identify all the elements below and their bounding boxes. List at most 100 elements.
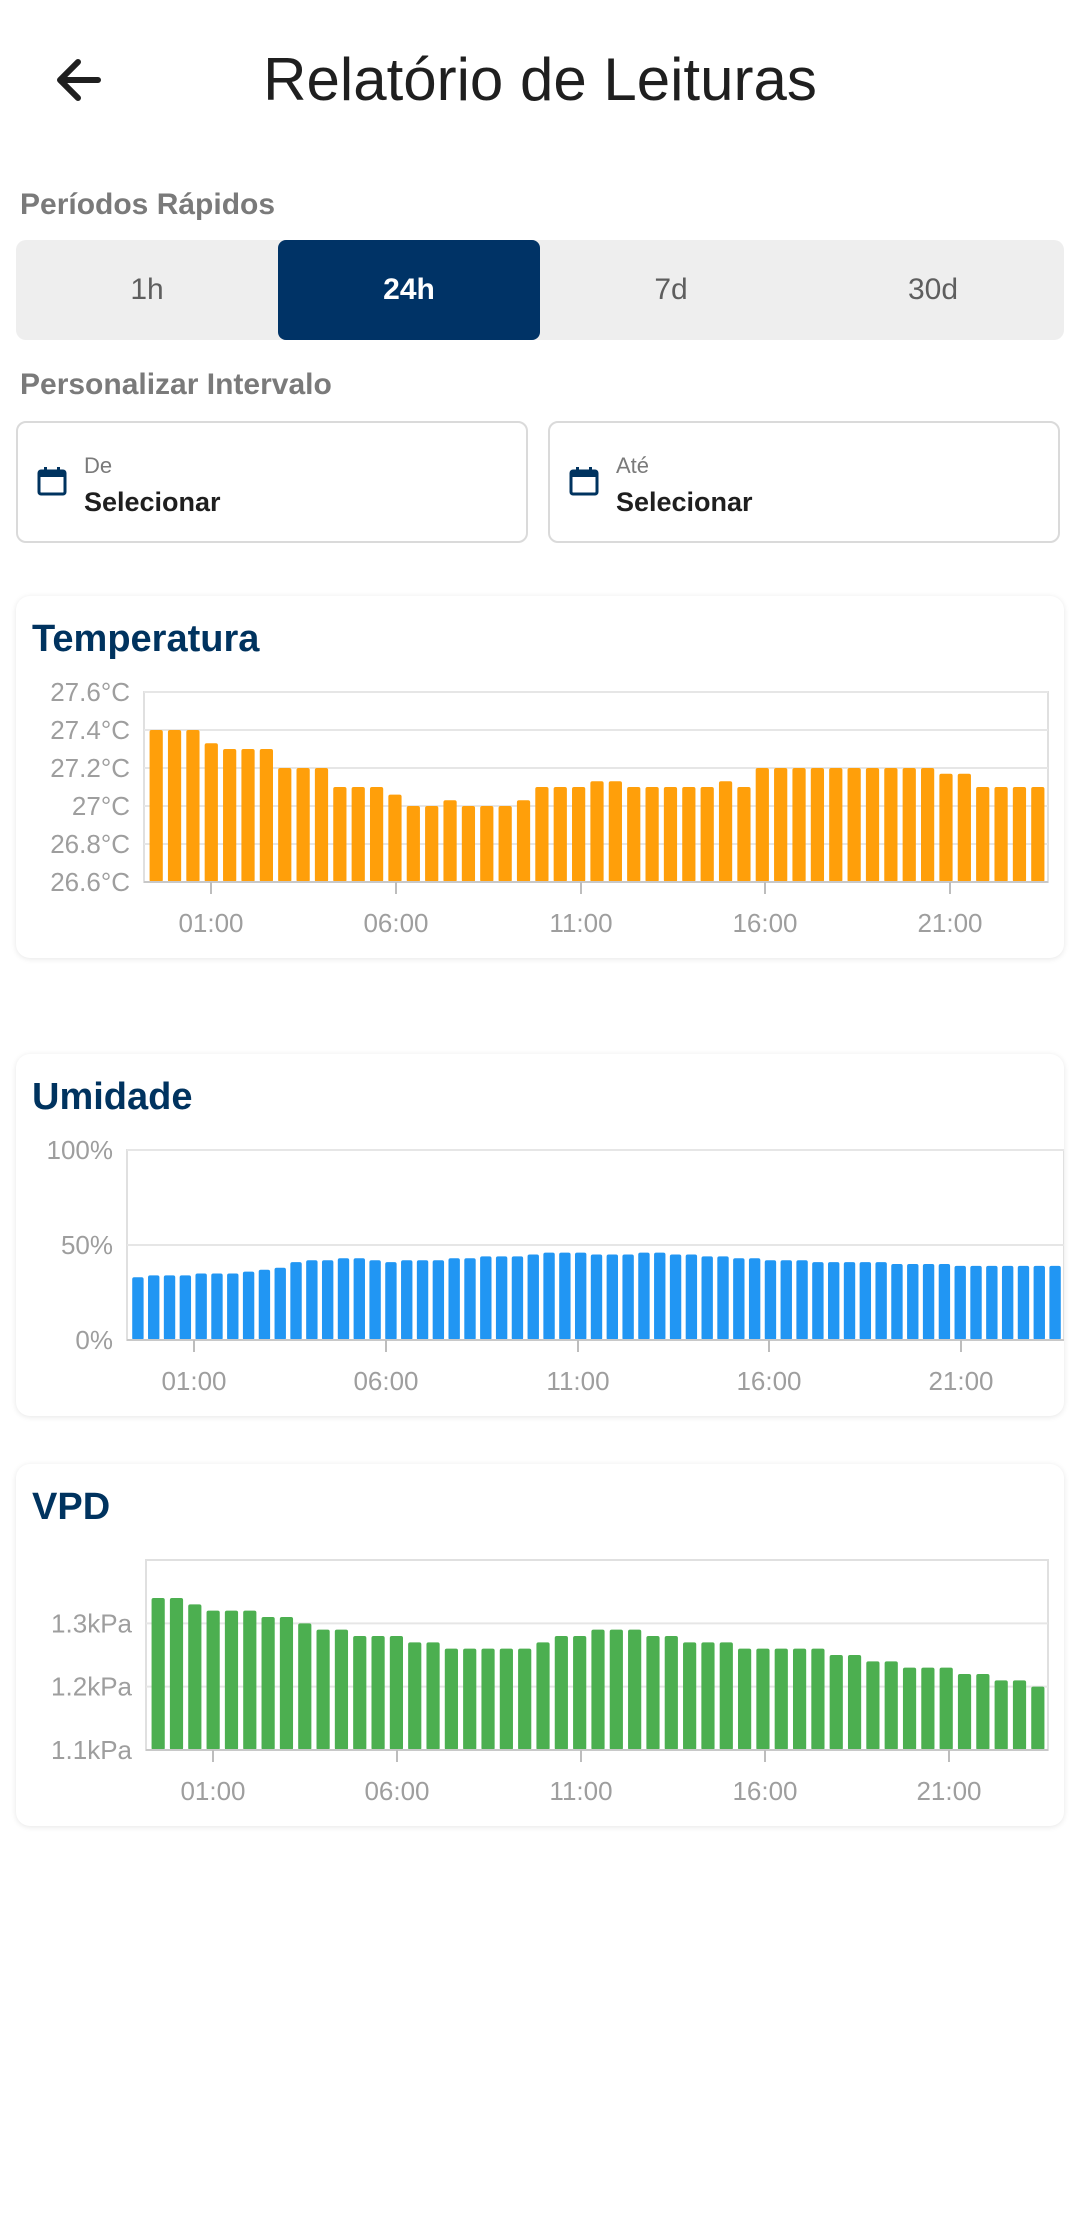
humidity-bar[interactable]	[242, 1271, 255, 1340]
humidity-bar[interactable]	[574, 1252, 587, 1340]
temperature-bar[interactable]	[700, 787, 714, 882]
temperature-bar[interactable]	[1012, 787, 1027, 882]
date-from-field[interactable]: De Selecionar	[16, 421, 528, 543]
humidity-bar[interactable]	[764, 1260, 777, 1340]
temperature-bar[interactable]	[369, 787, 384, 882]
vpd-bar[interactable]	[628, 1629, 642, 1750]
temperature-bar[interactable]	[443, 800, 457, 882]
temperature-bar[interactable]	[314, 768, 329, 882]
vpd-bar[interactable]	[261, 1617, 275, 1750]
humidity-bar[interactable]	[1017, 1265, 1030, 1340]
humidity-bar[interactable]	[590, 1254, 603, 1341]
vpd-bar[interactable]	[463, 1648, 477, 1750]
vpd-bar[interactable]	[481, 1648, 495, 1750]
humidity-bar[interactable]	[369, 1260, 381, 1340]
temperature-bar[interactable]	[259, 749, 273, 882]
humidity-bar[interactable]	[828, 1262, 840, 1340]
humidity-bar[interactable]	[622, 1254, 634, 1341]
humidity-bar[interactable]	[733, 1258, 745, 1340]
temperature-bar[interactable]	[388, 794, 402, 882]
humidity-bar[interactable]	[843, 1262, 856, 1340]
vpd-bar[interactable]	[334, 1629, 349, 1750]
vpd-bar[interactable]	[701, 1642, 715, 1750]
humidity-bar[interactable]	[938, 1264, 951, 1340]
temperature-bar[interactable]	[810, 768, 825, 882]
vpd-bar[interactable]	[738, 1648, 752, 1750]
temperature-bar[interactable]	[241, 749, 255, 882]
humidity-bar[interactable]	[511, 1256, 524, 1340]
humidity-bar[interactable]	[717, 1256, 729, 1340]
humidity-bar[interactable]	[669, 1254, 682, 1341]
vpd-bar[interactable]	[243, 1610, 257, 1750]
humidity-bar[interactable]	[891, 1264, 903, 1340]
humidity-bar[interactable]	[163, 1275, 176, 1340]
vpd-bar[interactable]	[224, 1610, 239, 1750]
humidity-bar[interactable]	[480, 1256, 492, 1340]
temperature-bar[interactable]	[608, 781, 622, 882]
humidity-bar[interactable]	[211, 1273, 223, 1341]
humidity-bar[interactable]	[970, 1265, 982, 1340]
temperature-bar[interactable]	[682, 787, 696, 882]
humidity-bar[interactable]	[448, 1258, 460, 1340]
temperature-bar[interactable]	[461, 806, 476, 882]
vpd-bar[interactable]	[847, 1655, 862, 1750]
humidity-bar[interactable]	[195, 1273, 207, 1341]
temperature-bar[interactable]	[572, 787, 586, 882]
temperature-bar[interactable]	[278, 768, 292, 882]
temperature-bar[interactable]	[939, 773, 953, 882]
temperature-bar[interactable]	[553, 787, 567, 882]
temperature-bar[interactable]	[884, 768, 898, 882]
humidity-bar[interactable]	[227, 1273, 239, 1341]
vpd-bar[interactable]	[536, 1642, 550, 1750]
humidity-bar[interactable]	[780, 1260, 792, 1340]
period-option-24h[interactable]: 24h	[278, 240, 540, 340]
humidity-bar[interactable]	[495, 1256, 508, 1340]
period-option-1h[interactable]: 1h	[130, 273, 164, 306]
temperature-bar[interactable]	[627, 787, 641, 882]
vpd-bar[interactable]	[316, 1629, 330, 1750]
vpd-bar[interactable]	[921, 1667, 935, 1750]
date-to-field[interactable]: Até Selecionar	[548, 421, 1060, 543]
temperature-bar[interactable]	[755, 768, 769, 882]
temperature-bar[interactable]	[737, 787, 751, 882]
back-button[interactable]	[40, 40, 120, 120]
temperature-bar[interactable]	[976, 787, 990, 882]
vpd-bar[interactable]	[188, 1604, 202, 1750]
temperature-bar[interactable]	[498, 806, 512, 882]
vpd-bar[interactable]	[902, 1667, 917, 1750]
humidity-bar[interactable]	[416, 1260, 429, 1340]
humidity-bar[interactable]	[258, 1269, 271, 1340]
humidity-bar[interactable]	[748, 1258, 761, 1340]
humidity-bar[interactable]	[527, 1254, 539, 1341]
vpd-bar[interactable]	[298, 1623, 312, 1750]
vpd-bar[interactable]	[792, 1648, 807, 1750]
temperature-bar[interactable]	[186, 730, 200, 882]
temperature-bar[interactable]	[149, 730, 163, 882]
temperature-bar[interactable]	[957, 773, 971, 882]
temperature-bar[interactable]	[902, 768, 916, 882]
humidity-bar[interactable]	[385, 1262, 397, 1340]
humidity-bar[interactable]	[954, 1265, 966, 1340]
vpd-bar[interactable]	[939, 1667, 953, 1750]
vpd-bar[interactable]	[389, 1636, 404, 1750]
vpd-bar[interactable]	[353, 1636, 367, 1750]
vpd-bar[interactable]	[994, 1680, 1008, 1750]
vpd-bar[interactable]	[573, 1636, 587, 1750]
vpd-bar[interactable]	[408, 1642, 422, 1750]
humidity-bar[interactable]	[606, 1254, 619, 1341]
humidity-bar[interactable]	[1001, 1265, 1014, 1340]
vpd-bar[interactable]	[719, 1642, 733, 1750]
temperature-bar[interactable]	[425, 806, 439, 882]
vpd-bar[interactable]	[169, 1598, 184, 1750]
humidity-bar[interactable]	[875, 1262, 887, 1340]
vpd-bar[interactable]	[444, 1648, 458, 1750]
humidity-bar[interactable]	[796, 1260, 808, 1340]
humidity-bar[interactable]	[1049, 1265, 1061, 1340]
humidity-bar[interactable]	[353, 1258, 365, 1340]
humidity-bar[interactable]	[464, 1258, 476, 1340]
vpd-bar[interactable]	[1012, 1680, 1027, 1750]
temperature-bar[interactable]	[223, 749, 237, 882]
humidity-bar[interactable]	[274, 1267, 286, 1340]
humidity-bar[interactable]	[337, 1258, 350, 1340]
vpd-bar[interactable]	[1031, 1686, 1045, 1750]
